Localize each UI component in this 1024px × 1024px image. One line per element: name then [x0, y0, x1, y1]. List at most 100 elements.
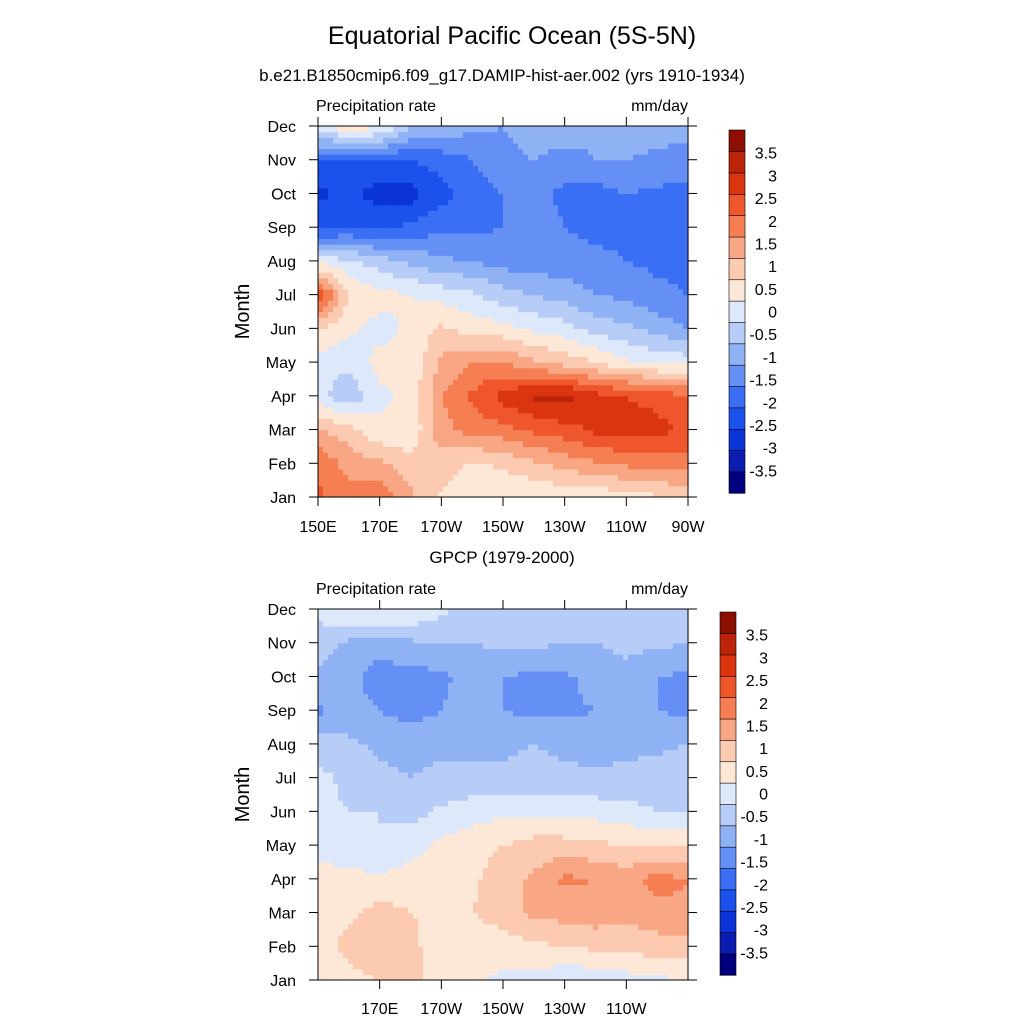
heatmap-cell [323, 401, 329, 408]
colorbar-swatch [728, 129, 746, 152]
heatmap-cell [683, 322, 689, 329]
heatmap-cell [323, 356, 329, 363]
heatmap-cell [453, 435, 459, 442]
heatmap-cell [583, 446, 589, 453]
heatmap-cell [398, 227, 404, 234]
x-tick-label: 130W [544, 519, 587, 536]
heatmap-cell [443, 356, 449, 363]
heatmap-cell [328, 356, 334, 363]
heatmap-cell [403, 289, 409, 296]
heatmap-cell [643, 126, 649, 133]
heatmap-cell [603, 491, 609, 498]
heatmap-cell [678, 283, 684, 290]
heatmap-cell [448, 148, 454, 155]
heatmap-cell [343, 227, 349, 234]
heatmap-cell [608, 412, 614, 419]
heatmap-cell [428, 463, 434, 470]
heatmap-cell [528, 300, 534, 307]
heatmap-cell [628, 294, 634, 301]
heatmap-cell [533, 148, 539, 155]
heatmap-cell [423, 356, 429, 363]
heatmap-cell [448, 154, 454, 161]
heatmap-cell [508, 277, 514, 284]
heatmap-cell [428, 311, 434, 318]
heatmap-cell [568, 457, 574, 464]
heatmap-cell [488, 317, 494, 324]
heatmap-cell [368, 249, 374, 256]
heatmap-cell [573, 480, 579, 487]
heatmap-cell [593, 148, 599, 155]
heatmap-cell [608, 463, 614, 470]
heatmap-cell [388, 294, 394, 301]
heatmap-cell [438, 423, 444, 431]
heatmap-cell [598, 390, 604, 397]
heatmap-cell [343, 974, 349, 981]
heatmap-cell [483, 148, 489, 155]
heatmap-cell [628, 395, 634, 403]
heatmap-cell [328, 137, 334, 144]
heatmap-cell [558, 446, 564, 453]
heatmap-cell [338, 390, 344, 397]
heatmap-cell [353, 333, 359, 341]
heatmap-cell [428, 423, 434, 431]
heatmap-cell [528, 238, 534, 245]
heatmap-cell [658, 440, 664, 448]
heatmap-cell [668, 491, 674, 498]
heatmap-cell [513, 137, 519, 144]
heatmap-cell [663, 446, 669, 453]
heatmap-cell [533, 238, 539, 245]
heatmap-cell [608, 187, 614, 195]
heatmap-cell [363, 266, 369, 273]
heatmap-cell [348, 401, 354, 408]
heatmap-cell [638, 384, 644, 391]
heatmap-cell [323, 446, 329, 453]
heatmap-cell [348, 390, 354, 397]
heatmap-cell [488, 350, 494, 358]
heatmap-cell [633, 232, 639, 240]
heatmap-cell [358, 407, 364, 414]
heatmap-cell [548, 339, 554, 346]
heatmap-cell [593, 255, 599, 262]
heatmap-cell [338, 260, 344, 268]
heatmap-cell [563, 446, 569, 453]
heatmap-cell [658, 272, 664, 279]
heatmap-cell [338, 491, 344, 498]
heatmap-cell [358, 131, 364, 138]
heatmap-cell [423, 440, 429, 448]
heatmap-cell [468, 277, 474, 284]
heatmap-cell [478, 317, 484, 324]
heatmap-cell [568, 176, 574, 183]
heatmap-cell [358, 440, 364, 448]
heatmap-cell [578, 339, 584, 346]
heatmap-cell [668, 468, 674, 476]
heatmap-cell [563, 468, 569, 476]
heatmap-cell [478, 322, 484, 329]
heatmap-cell [523, 289, 529, 296]
heatmap-cell [328, 345, 334, 352]
heatmap-cell [578, 142, 584, 150]
heatmap-cell [353, 142, 359, 150]
heatmap-cell [518, 418, 524, 425]
heatmap-cell [573, 423, 579, 431]
heatmap-cell [673, 311, 679, 318]
heatmap-cell [428, 204, 434, 211]
heatmap-cell [378, 333, 384, 341]
heatmap-cell [558, 137, 564, 144]
heatmap-cell [533, 429, 539, 436]
heatmap-cell [563, 317, 569, 324]
heatmap-cell [368, 126, 374, 133]
heatmap-cell [568, 390, 574, 397]
heatmap-cell [548, 362, 554, 369]
heatmap-cell [428, 199, 434, 206]
heatmap-cell [543, 249, 549, 256]
heatmap-cell [628, 204, 634, 211]
heatmap-cell [683, 412, 689, 419]
heatmap-cell [378, 300, 384, 307]
heatmap-cell [533, 480, 539, 487]
heatmap-cell [353, 210, 359, 217]
heatmap-cell [438, 373, 444, 380]
heatmap-cell [333, 345, 339, 352]
heatmap-cell [553, 142, 559, 150]
heatmap-cell [638, 468, 644, 476]
heatmap-cell [658, 154, 664, 161]
